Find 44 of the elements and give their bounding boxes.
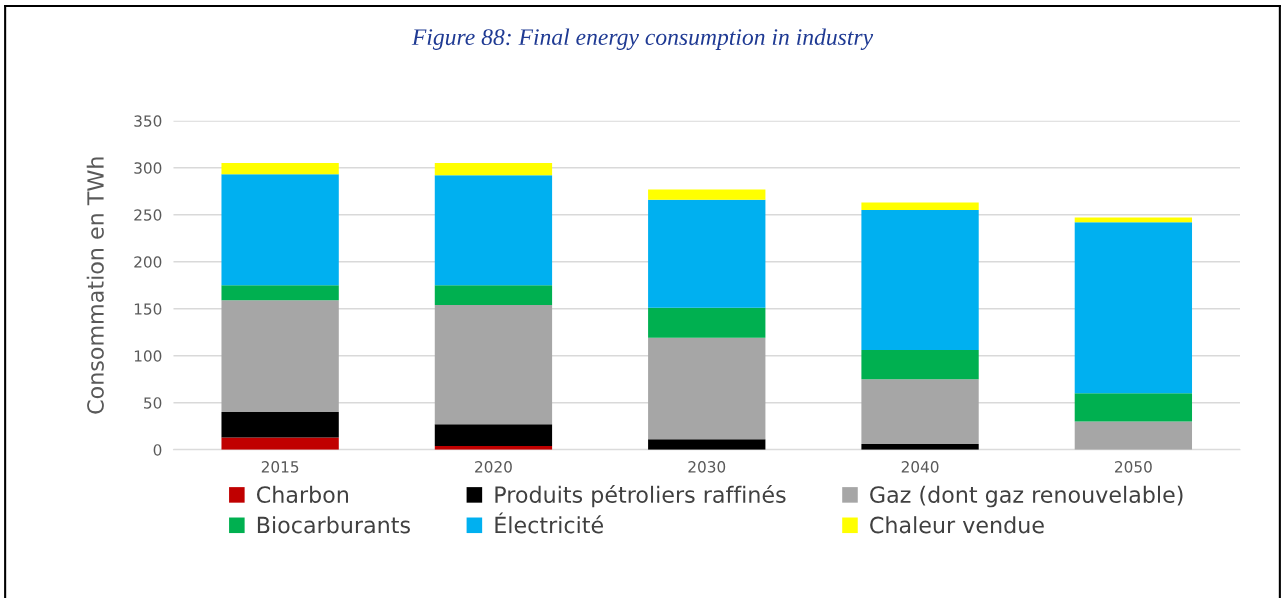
y-tick-label: 300 [134, 162, 162, 174]
x-tick-label: 2020 [475, 461, 512, 473]
bar [861, 350, 979, 380]
bar [648, 199, 766, 308]
bar [434, 304, 553, 425]
legend-label: Charbon [256, 485, 348, 503]
bar [221, 437, 339, 450]
legend-label: Gaz (dont gaz renouvelable) [870, 485, 1183, 508]
bar [221, 285, 339, 301]
bar [861, 202, 979, 211]
bar [861, 379, 979, 445]
bar [434, 424, 553, 446]
y-axis-title: Consommation en TWh [86, 157, 104, 414]
legend-label: Produits pétroliers raffinés [495, 484, 786, 508]
bar [648, 439, 766, 450]
legend-label: Électricité [495, 512, 603, 534]
y-tick-label: 200 [134, 256, 162, 268]
bar [1074, 421, 1193, 450]
bar [221, 412, 339, 438]
x-tick-label: 2040 [901, 461, 939, 473]
bar [1074, 393, 1193, 422]
chart-title: Figure 88: Final energy consumption in industry [411, 28, 874, 50]
y-tick-label: 50 [144, 397, 162, 409]
x-tick-label: 2015 [261, 461, 299, 473]
legend-label: Chaleur vendue [870, 516, 1044, 534]
x-tick-label: 2050 [1115, 461, 1152, 473]
y-tick-label: 100 [134, 350, 162, 362]
bar [861, 210, 979, 351]
y-tick-label: 350 [134, 115, 162, 127]
bar [221, 163, 339, 175]
bar [434, 175, 553, 286]
y-tick-label: 250 [134, 209, 162, 221]
bar [1074, 222, 1193, 394]
bar [434, 163, 553, 176]
bar [648, 189, 766, 200]
y-tick-label: 150 [134, 303, 162, 315]
x-tick-label: 2030 [688, 461, 726, 473]
bar [648, 307, 766, 338]
bar [434, 285, 553, 305]
legend-label: Biocarburants [257, 516, 410, 534]
bar [648, 337, 766, 440]
y-tick-label: 0 [153, 444, 162, 456]
bar [221, 174, 339, 286]
bar [221, 300, 339, 413]
